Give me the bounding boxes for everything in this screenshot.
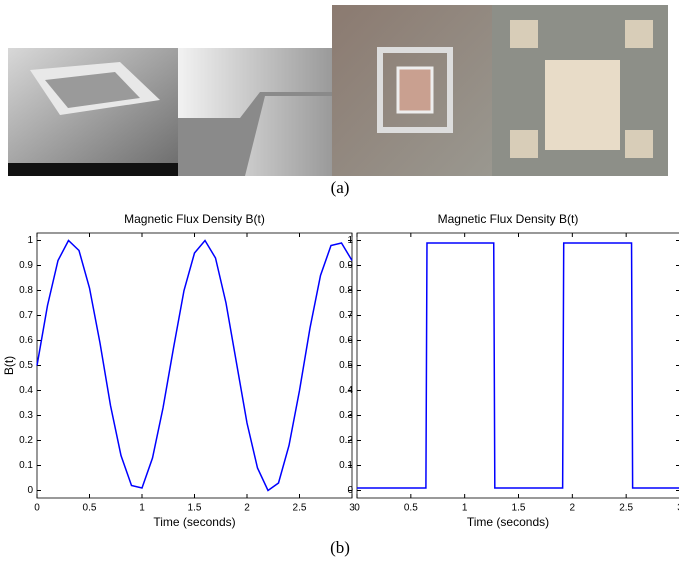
x-tick-label: 2 — [244, 503, 250, 514]
plot-area — [356, 232, 679, 499]
pad — [510, 20, 538, 48]
chart-title: Magnetic Flux Density B(t) — [124, 212, 265, 226]
x-tick-label: 1.5 — [188, 503, 202, 514]
x-tick-label: 1 — [139, 503, 145, 514]
x-tick-label: 2 — [570, 503, 576, 514]
x-tick-label: 0.5 — [83, 503, 97, 514]
y-tick-label: 0 — [347, 485, 353, 496]
x-axis-label: Time (seconds) — [467, 515, 549, 529]
y-tick-label: 1 — [27, 235, 33, 246]
y-tick-label: 1 — [347, 235, 353, 246]
y-tick-label: 0.2 — [19, 435, 33, 446]
pad — [510, 130, 538, 158]
y-tick-label: 0.8 — [19, 285, 33, 296]
x-tick-label: 1.5 — [512, 503, 526, 514]
coil-core — [396, 66, 434, 114]
pad — [625, 20, 653, 48]
x-tick-label: 0.5 — [404, 503, 418, 514]
y-tick-label: 0.9 — [19, 260, 33, 271]
x-tick-label: 2.5 — [619, 503, 633, 514]
scale-bar — [8, 163, 178, 176]
x-tick-label: 0 — [34, 503, 40, 514]
chart-title: Magnetic Flux Density B(t) — [438, 212, 579, 226]
y-tick-label: 0.2 — [339, 435, 353, 446]
x-tick-label: 0 — [354, 503, 360, 514]
y-tick-label: 0.6 — [19, 335, 33, 346]
x-tick-label: 3 — [677, 503, 679, 514]
data-line — [357, 242, 679, 489]
pad — [545, 60, 620, 150]
y-tick-label: 0.6 — [339, 335, 353, 346]
x-tick-label: 2.5 — [293, 503, 307, 514]
y-tick-label: 0.1 — [19, 460, 33, 471]
caption: (a) — [331, 178, 350, 197]
plot-area — [36, 232, 353, 499]
y-tick-label: 0.7 — [339, 310, 353, 321]
y-tick-label: 0.9 — [339, 260, 353, 271]
y-tick-label: 0.3 — [339, 410, 353, 421]
x-tick-label: 3 — [349, 503, 355, 514]
y-tick-label: 0.4 — [19, 385, 33, 396]
pad — [625, 130, 653, 158]
y-tick-label: 0 — [27, 485, 33, 496]
y-tick-label: 0.4 — [339, 385, 353, 396]
cavity-floor — [45, 72, 140, 108]
x-tick-label: 1 — [462, 503, 468, 514]
x-axis-label: Time (seconds) — [153, 515, 235, 529]
y-tick-label: 0.7 — [19, 310, 33, 321]
y-tick-label: 0.3 — [19, 410, 33, 421]
micrographs — [8, 5, 668, 176]
beam — [178, 92, 332, 176]
y-tick-label: 0.8 — [339, 285, 353, 296]
y-tick-label: 0.1 — [339, 460, 353, 471]
caption: (b) — [330, 538, 350, 557]
y-tick-label: 0.5 — [19, 360, 33, 371]
coil — [377, 47, 453, 133]
data-line — [36, 239, 353, 492]
y-axis-label: B(t) — [2, 356, 16, 375]
y-tick-label: 0.5 — [339, 360, 353, 371]
